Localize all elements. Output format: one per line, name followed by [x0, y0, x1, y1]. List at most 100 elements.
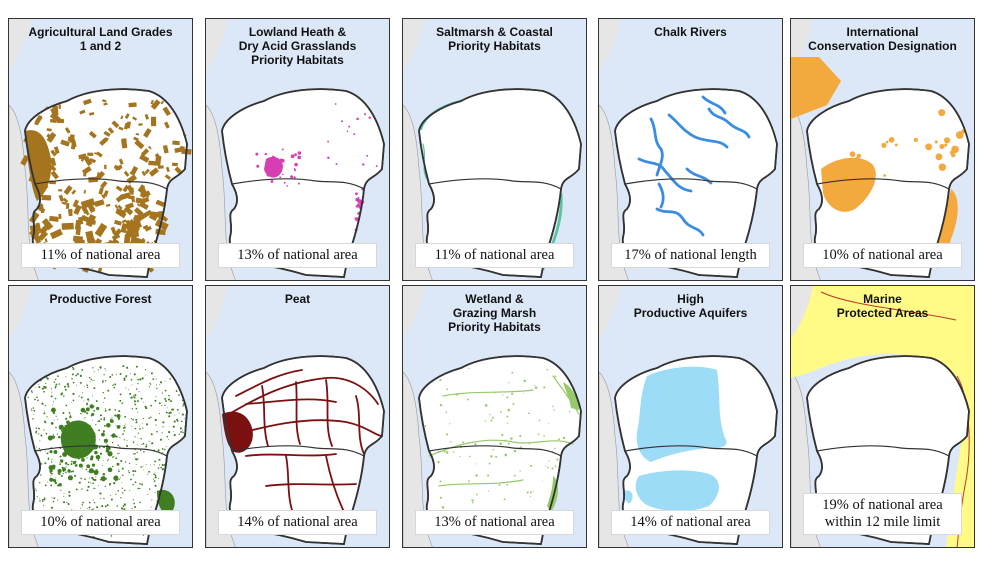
forest-patch — [73, 427, 79, 432]
agri-patch — [87, 152, 94, 157]
agri-patch — [65, 203, 70, 209]
forest-patch — [92, 487, 94, 489]
forest-patch — [86, 402, 89, 405]
forest-patch — [162, 421, 165, 424]
forest-patch — [176, 408, 179, 411]
forest-patch — [121, 482, 123, 484]
forest-patch — [86, 457, 88, 459]
forest-patch — [95, 476, 97, 478]
forest-patch — [156, 430, 158, 433]
heath-patch — [280, 158, 285, 163]
forest-patch — [159, 384, 161, 386]
wetland-patch — [502, 394, 504, 396]
peat-line — [265, 483, 357, 487]
forest-patch — [166, 435, 169, 438]
agri-patch — [144, 113, 150, 120]
panel-stat-label: 11% of national area — [415, 243, 574, 268]
forest-patch — [117, 452, 119, 455]
forest-patch — [142, 417, 145, 420]
wetland-patch — [471, 499, 474, 502]
agri-patch — [72, 199, 79, 208]
forest-patch — [34, 487, 36, 489]
wetland-patch — [487, 474, 490, 477]
forest-patch — [43, 385, 46, 388]
forest-patch — [39, 498, 40, 500]
wetland-patch — [547, 466, 549, 469]
forest-patch — [37, 433, 40, 435]
forest-patch — [71, 402, 73, 404]
forest-patch — [44, 497, 46, 499]
wetland-patch — [523, 379, 526, 383]
panel-stat-label: 10% of national area — [803, 243, 962, 268]
wetland-patch — [544, 465, 546, 467]
wetland-patch — [513, 474, 516, 477]
agri-patch — [129, 171, 134, 176]
agri-patch — [111, 233, 121, 241]
panel-stat-label: 17% of national length — [611, 243, 770, 268]
forest-patch — [109, 495, 111, 497]
forest-patch — [111, 433, 116, 438]
panel-stat-label: 10% of national area — [21, 510, 180, 535]
heath-patch — [290, 154, 295, 159]
forest-patch — [45, 376, 48, 379]
forest-patch — [35, 446, 37, 448]
rivers-line — [655, 207, 705, 237]
neighbouring-land — [403, 286, 425, 338]
wetland-patch — [519, 470, 521, 472]
forest-patch — [153, 473, 156, 476]
forest-patch — [133, 453, 135, 455]
forest-patch — [68, 412, 71, 414]
forest-patch — [47, 458, 50, 460]
forest-patch — [52, 401, 55, 403]
agri-patch — [33, 233, 42, 244]
wetland-patch — [439, 480, 442, 483]
forest-patch — [30, 390, 33, 392]
wetland-patch — [543, 386, 546, 389]
agri-patch — [137, 184, 146, 193]
forest-patch — [35, 430, 38, 433]
forest-patch — [32, 407, 35, 409]
heath-patch — [327, 140, 330, 143]
wetland-patch — [519, 434, 522, 437]
wetland-patch — [554, 375, 557, 378]
forest-patch — [150, 433, 153, 436]
forest-patch — [42, 499, 44, 501]
heath-patch — [357, 201, 361, 204]
forest-patch — [151, 442, 154, 445]
forest-patch — [44, 462, 47, 465]
agri-patch — [29, 211, 40, 224]
forest-patch — [135, 407, 138, 410]
forest-patch — [55, 415, 57, 417]
forest-patch — [89, 457, 94, 461]
forest-patch — [162, 451, 164, 453]
forest-patch — [43, 412, 46, 415]
forest-patch — [155, 384, 157, 386]
forest-patch — [87, 471, 89, 473]
wetland-patch — [507, 442, 510, 445]
forest-patch — [78, 481, 81, 484]
wetland-patch — [475, 474, 478, 477]
intl-patch — [883, 174, 886, 177]
forest-patch — [118, 478, 120, 481]
forest-patch — [97, 420, 99, 422]
forest-patch — [161, 447, 164, 450]
forest-patch — [107, 451, 113, 457]
wetland-line — [442, 389, 534, 397]
wetland-patch — [568, 411, 571, 413]
forest-patch — [132, 441, 135, 444]
heath-patch — [294, 162, 298, 167]
heath-patch — [281, 173, 284, 176]
agri-patch — [117, 204, 123, 210]
agri-patch — [128, 195, 135, 200]
agri-patch — [124, 113, 130, 120]
wetland-patch — [462, 441, 465, 444]
forest-patch — [98, 439, 100, 441]
forest-patch — [161, 468, 165, 471]
intl-patch — [913, 137, 918, 142]
agri-patch — [70, 141, 76, 150]
forest-patch — [139, 501, 141, 504]
forest-patch — [54, 397, 57, 400]
agri-patch — [139, 201, 149, 210]
heath-patch — [356, 117, 359, 121]
forest-patch — [148, 417, 151, 420]
